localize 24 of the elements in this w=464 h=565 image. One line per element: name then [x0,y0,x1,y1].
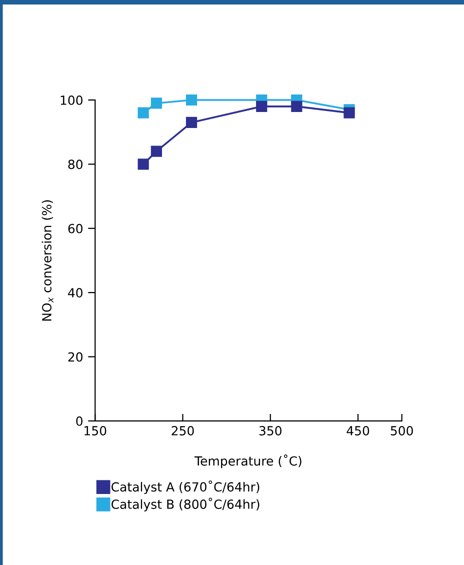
x-tick-label: 450 [346,426,370,436]
x-tick-label: 250 [172,426,194,436]
legend-label: Catalyst A (670˚C/64hr) [112,480,260,494]
point [344,107,355,118]
y-tick-label: 20 [68,352,82,362]
y-tick-label: 60 [68,224,82,234]
x-tick-label: 150 [84,426,106,436]
y-tick-label: 80 [68,160,82,170]
point [138,158,149,170]
point [138,107,149,118]
point [186,116,198,128]
x-axis-title: Temperature (˚C) [194,454,302,468]
y-axis-title: NO$_{x}$ conversion (%) [42,200,54,321]
y-tick-label: 100 [60,95,82,105]
x-tick-label: 500 [390,426,413,436]
point [150,98,162,109]
y-tick-label: 40 [68,288,82,298]
x-tick-label: 350 [259,426,282,436]
legend-label: Catalyst B (800˚C/64hr) [112,498,260,512]
point [291,100,302,112]
point [256,100,268,112]
y-tick-label: 0 [76,416,82,426]
point [150,146,162,157]
point [186,94,198,106]
